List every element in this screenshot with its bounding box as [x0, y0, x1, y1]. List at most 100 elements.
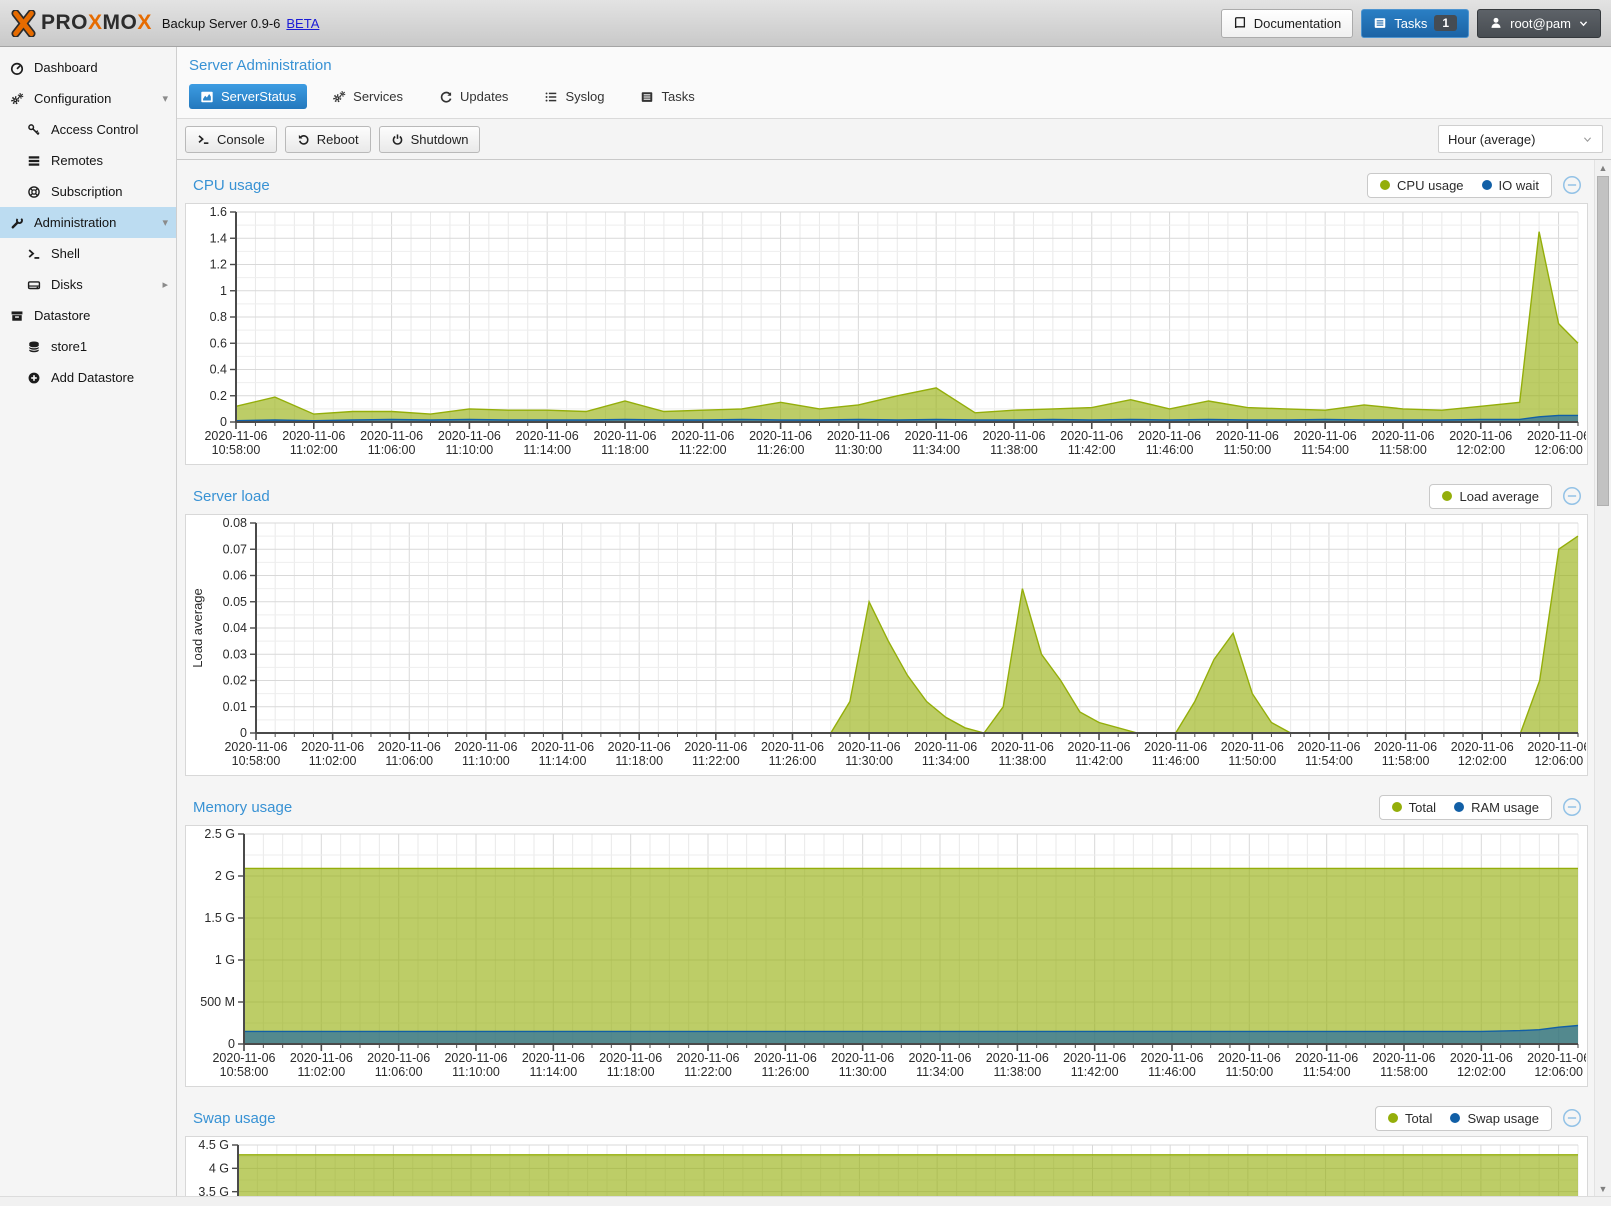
svg-text:2020-11-06: 2020-11-06 [1451, 740, 1514, 754]
sidebar-item-remotes[interactable]: Remotes [0, 145, 176, 176]
svg-text:2020-11-06: 2020-11-06 [684, 740, 747, 754]
panel-header: Swap usage Total Swap usage [183, 1100, 1590, 1136]
legend-item-ram-usage[interactable]: RAM usage [1454, 800, 1539, 815]
svg-text:2020-11-06: 2020-11-06 [1297, 740, 1360, 754]
legend-label: RAM usage [1471, 799, 1539, 815]
tab-serverstatus[interactable]: ServerStatus [189, 84, 308, 109]
sidebar-item-disks[interactable]: Disks ▸ [0, 269, 176, 300]
tab-updates[interactable]: Updates [428, 84, 519, 109]
svg-text:12:02:00: 12:02:00 [1458, 754, 1507, 768]
sidebar-item-add-datastore[interactable]: Add Datastore [0, 362, 176, 393]
tasks-button[interactable]: Tasks 1 [1361, 8, 1470, 38]
panel-memory-usage: Memory usage Total RAM usage 2020-11-06 10:5… [183, 789, 1590, 1087]
sidebar-item-configuration[interactable]: Configuration ▾ [0, 83, 176, 114]
collapse-panel-icon[interactable] [1562, 797, 1582, 817]
svg-text:2020-11-06: 2020-11-06 [1063, 1051, 1126, 1065]
sidebar-item-label: Subscription [51, 184, 123, 199]
svg-text:1: 1 [220, 284, 227, 298]
svg-text:0.05: 0.05 [223, 595, 247, 609]
refresh-icon [439, 90, 453, 104]
tab-tasks[interactable]: Tasks [629, 84, 705, 109]
legend-item-load-average[interactable]: Load average [1442, 489, 1539, 504]
top-header: PROXMOX Backup Server 0.9-6 BETA Documen… [0, 0, 1611, 47]
svg-text:1.4: 1.4 [210, 231, 227, 245]
chart-legend: Load average [1429, 483, 1552, 509]
svg-text:11:02:00: 11:02:00 [297, 1065, 345, 1079]
svg-text:11:58:00: 11:58:00 [1379, 443, 1427, 457]
collapse-panel-icon[interactable] [1562, 175, 1582, 195]
svg-text:11:06:00: 11:06:00 [375, 1065, 423, 1079]
svg-text:3.5 G: 3.5 G [198, 1185, 229, 1196]
tab-services[interactable]: Services [321, 84, 414, 109]
scroll-up-arrow-icon[interactable]: ▲ [1598, 162, 1608, 173]
svg-text:2020-11-06: 2020-11-06 [516, 429, 579, 443]
legend-item-io-wait[interactable]: IO wait [1481, 178, 1539, 193]
tab-syslog[interactable]: Syslog [533, 84, 615, 109]
sidebar-item-label: Add Datastore [51, 370, 135, 385]
svg-text:0: 0 [240, 726, 247, 740]
sidebar-item-label: Disks [51, 277, 83, 292]
chart-plot: 2020-11-0610:58:002020-11-0611:02:002020… [200, 827, 1587, 1079]
console-button[interactable]: Console [185, 125, 277, 153]
terminal-icon [197, 133, 210, 146]
main-area: Server Administration ServerStatus Servic… [177, 47, 1611, 1196]
vertical-scrollbar[interactable]: ▲ ▼ [1594, 160, 1611, 1196]
svg-text:2020-11-06: 2020-11-06 [754, 1051, 817, 1065]
scrollbar-thumb[interactable] [1597, 176, 1609, 506]
chevron-down-icon[interactable]: ▾ [162, 93, 168, 105]
user-menu-button[interactable]: root@pam [1477, 8, 1601, 38]
svg-text:2020-11-06: 2020-11-06 [1527, 429, 1586, 443]
svg-text:11:34:00: 11:34:00 [912, 443, 960, 457]
user-icon [1489, 16, 1503, 30]
panel-title: CPU usage [193, 176, 270, 194]
scroll-down-arrow-icon[interactable]: ▼ [1598, 1183, 1608, 1194]
legend-item-cpu-usage[interactable]: CPU usage [1380, 178, 1464, 193]
scrollbar-track[interactable] [1595, 175, 1611, 1181]
chevron-right-icon[interactable]: ▸ [162, 279, 168, 291]
reboot-button[interactable]: Reboot [284, 125, 371, 153]
svg-text:11:26:00: 11:26:00 [769, 754, 817, 768]
svg-text:11:50:00: 11:50:00 [1225, 1065, 1273, 1079]
legend-item-total[interactable]: Total [1387, 1110, 1433, 1126]
sidebar-item-shell[interactable]: Shell [0, 238, 176, 269]
svg-text:0.07: 0.07 [223, 542, 247, 556]
sidebar-item-label: Access Control [51, 122, 139, 137]
panel-title: Swap usage [193, 1109, 276, 1127]
panel-swap-usage: Swap usage Total Swap usage 2020-11-0610:58… [183, 1100, 1590, 1196]
legend-label: Total [1404, 1110, 1433, 1126]
svg-text:11:42:00: 11:42:00 [1075, 754, 1123, 768]
sidebar-item-datastore[interactable]: Datastore [0, 300, 176, 331]
sidebar-item-subscription[interactable]: Subscription [0, 176, 176, 207]
legend-item-total[interactable]: Total [1391, 800, 1436, 815]
svg-text:2020-11-06: 2020-11-06 [301, 740, 364, 754]
syslog-list-icon [544, 90, 558, 104]
panel-header: CPU usage CPU usage IO wait [183, 167, 1590, 203]
collapse-panel-icon[interactable] [1562, 486, 1582, 506]
svg-text:11:26:00: 11:26:00 [761, 1065, 809, 1079]
svg-text:11:50:00: 11:50:00 [1223, 443, 1271, 457]
beta-link[interactable]: BETA [286, 15, 320, 31]
svg-text:0.02: 0.02 [223, 674, 247, 688]
chart-plot: 2020-11-0610:58:002020-11-0611:02:002020… [198, 1138, 1579, 1196]
collapse-panel-icon[interactable] [1562, 1108, 1582, 1128]
sidebar-item-access-control[interactable]: Access Control [0, 114, 176, 145]
svg-text:2020-11-06: 2020-11-06 [1450, 1051, 1513, 1065]
horizontal-scrollbar[interactable] [0, 1196, 1611, 1206]
svg-text:2020-11-06: 2020-11-06 [986, 1051, 1049, 1065]
shutdown-button[interactable]: Shutdown [378, 125, 481, 153]
chevron-down-icon[interactable]: ▾ [162, 217, 168, 229]
sidebar-item-dashboard[interactable]: Dashboard [0, 52, 176, 83]
button-label: Reboot [316, 131, 359, 147]
panel-header: Server load Load average [183, 478, 1590, 514]
svg-text:2020-11-06: 2020-11-06 [671, 429, 734, 443]
tab-label: Syslog [565, 89, 605, 104]
svg-text:2020-11-06: 2020-11-06 [378, 740, 441, 754]
legend-item-swap-usage[interactable]: Swap usage [1450, 1111, 1539, 1126]
sidebar-item-administration[interactable]: Administration ▾ [0, 207, 176, 238]
sidebar-item-store1[interactable]: store1 [0, 331, 176, 362]
documentation-button[interactable]: Documentation [1220, 8, 1354, 38]
svg-text:11:10:00: 11:10:00 [452, 1065, 500, 1079]
svg-text:11:06:00: 11:06:00 [368, 443, 416, 457]
timeframe-select[interactable]: Hour (average) [1438, 125, 1603, 153]
